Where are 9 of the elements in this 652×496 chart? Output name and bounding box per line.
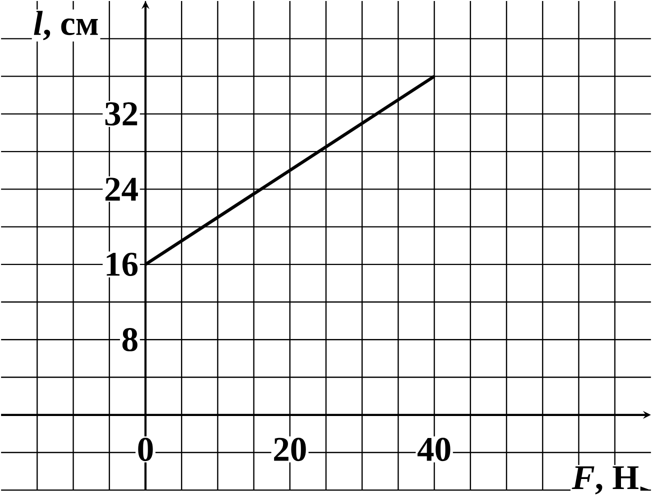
y-tick-label: 16 [106, 252, 138, 276]
y-tick-label: 24 [105, 178, 138, 201]
y-tick-label: 8 [122, 328, 138, 352]
y-axis-title: l, см [34, 11, 98, 40]
x-tick-label: 40 [418, 438, 450, 462]
x-axis-title: F, Н [572, 466, 638, 495]
y-tick-label: 32 [105, 102, 138, 126]
x-tick-label: 0 [138, 438, 153, 462]
x-tick-label: 20 [274, 438, 306, 462]
